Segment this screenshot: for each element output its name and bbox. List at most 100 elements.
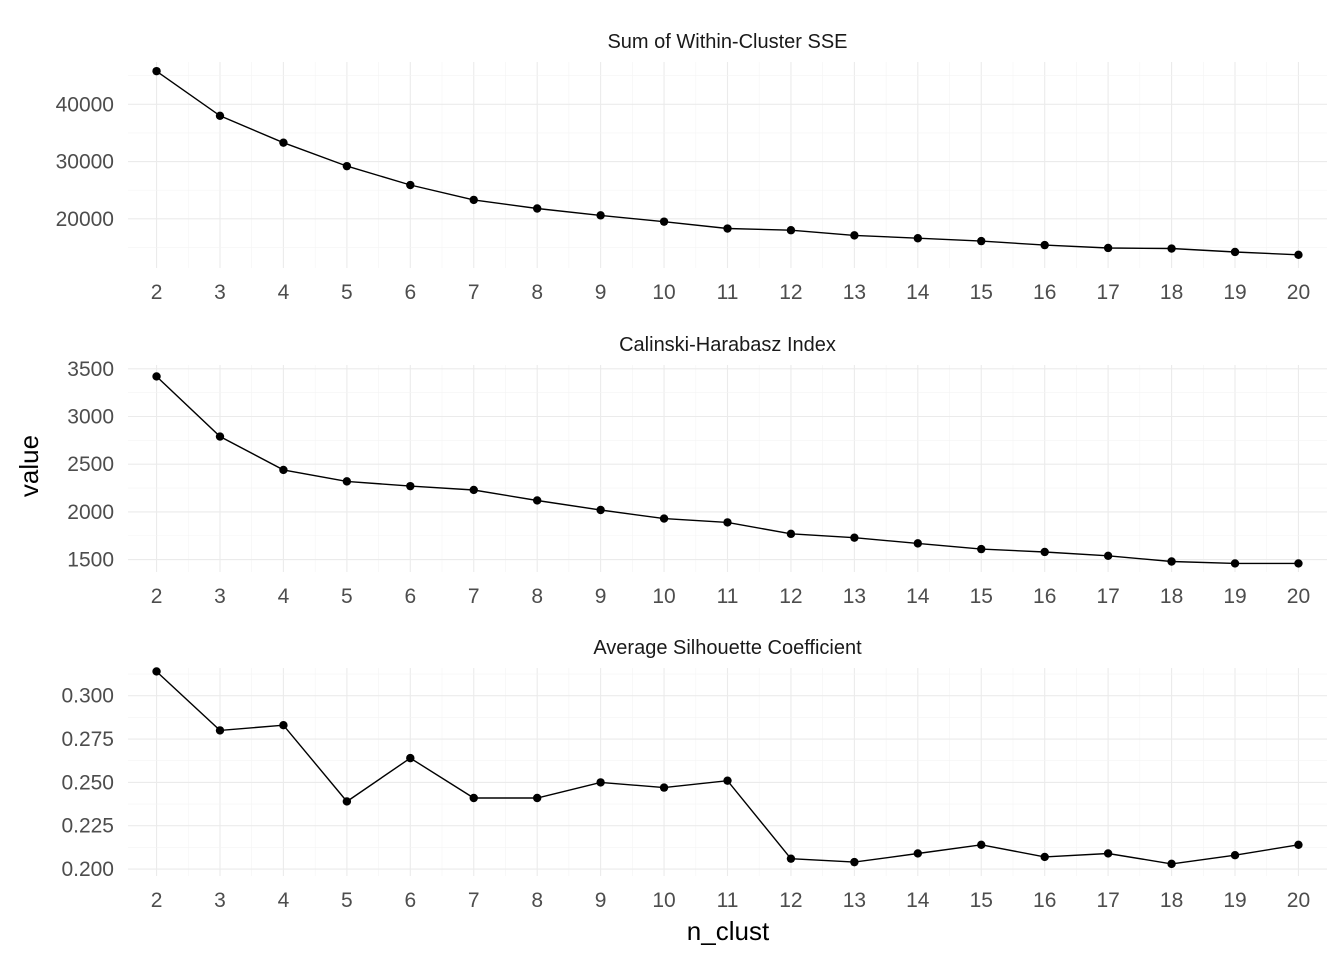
x-tick-label: 5 [341,585,353,608]
x-tick-label: 11 [717,585,739,608]
data-point [913,849,923,858]
x-tick-label: 20 [1287,889,1310,912]
x-tick-label: 17 [1096,585,1119,608]
data-point [596,778,605,787]
y-tick-label: 3500 [67,358,114,381]
data-point [1167,859,1176,869]
y-tick-label: 2000 [67,501,114,524]
y-tick-label: 0.300 [61,685,114,708]
y-tick-label: 40000 [56,93,114,116]
y-tick-label: 30000 [56,151,114,174]
x-tick-label: 8 [531,585,543,608]
data-point [1230,247,1240,257]
gridlines [128,668,1327,876]
data-point [786,226,796,235]
data-point [659,783,669,792]
data-point [1040,547,1049,557]
data-point [342,797,352,806]
x-tick-label: 15 [970,281,993,304]
data-point [152,66,161,76]
x-tick-label: 9 [595,281,607,304]
y-tick-label: 3000 [67,406,114,429]
data-point [1167,244,1176,253]
x-tick-label: 19 [1223,585,1246,608]
x-axis-title: n_clust [687,916,770,946]
x-tick-label: 9 [595,585,607,608]
x-tick-label: 12 [779,889,802,912]
data-point [279,465,288,475]
x-tick-label: 16 [1033,281,1056,304]
data-point [1103,849,1113,858]
x-tick-label: 2 [151,281,163,304]
data-point [532,793,542,803]
panel-title: Average Silhouette Coefficient [593,637,862,659]
x-tick-label: 19 [1223,281,1246,304]
x-tick-label: 14 [906,281,930,304]
data-point [977,840,986,849]
x-tick-label: 7 [468,281,480,304]
data-point [152,372,161,381]
gridlines [128,365,1327,572]
data-point [215,111,225,120]
data-point [659,217,669,226]
data-point [406,180,415,190]
data-point [1103,243,1113,253]
data-point [1230,559,1240,568]
data-point [850,231,859,240]
x-tick-label: 4 [278,281,290,304]
data-point [406,753,415,763]
y-tick-label: 0.200 [61,858,114,881]
data-point [342,477,352,486]
x-tick-label: 19 [1223,889,1246,912]
x-tick-label: 13 [843,889,866,912]
x-tick-label: 5 [341,889,353,912]
data-point [215,432,225,441]
x-tick-label: 2 [151,585,163,608]
data-point [723,776,732,785]
data-point [913,234,923,243]
data-point [279,721,288,730]
data-point [152,667,161,676]
facet-panel: Average Silhouette Coefficient 0.200 0.225… [61,637,1327,912]
y-tick-label: 1500 [67,549,114,572]
x-tick-label: 13 [843,281,866,304]
data-point [1040,240,1049,250]
x-tick-label: 4 [278,889,290,912]
x-tick-label: 16 [1033,889,1056,912]
x-tick-label: 2 [151,889,163,912]
data-point [596,505,605,515]
x-tick-label: 15 [970,585,993,608]
x-tick-label: 6 [404,585,416,608]
y-tick-label: 0.250 [61,771,114,794]
y-tick-label: 0.275 [61,728,114,751]
x-tick-label: 13 [843,585,866,608]
x-tick-label: 18 [1160,585,1183,608]
x-tick-label: 10 [652,585,675,608]
data-point [1230,851,1240,860]
x-tick-label: 9 [595,889,607,912]
y-tick-label: 20000 [56,208,114,231]
data-point [469,195,478,205]
panel-title: Sum of Within-Cluster SSE [607,31,847,53]
x-tick-label: 12 [779,281,802,304]
data-point [1167,557,1176,566]
x-tick-label: 14 [906,889,930,912]
x-tick-label: 17 [1096,281,1119,304]
x-tick-label: 16 [1033,585,1056,608]
facet-panel: Sum of Within-Cluster SSE 20000 30000 40000… [56,31,1327,304]
x-tick-label: 7 [468,889,480,912]
data-point [469,793,478,803]
data-point [723,224,732,233]
data-point [786,854,796,863]
data-point [596,211,605,220]
x-tick-label: 11 [717,889,739,912]
data-point [532,204,542,213]
data-point [1294,840,1303,849]
data-point [342,161,352,171]
x-tick-label: 17 [1096,889,1119,912]
x-tick-label: 20 [1287,585,1310,608]
x-tick-label: 10 [652,281,675,304]
data-point [469,485,478,495]
x-tick-label: 15 [970,889,993,912]
